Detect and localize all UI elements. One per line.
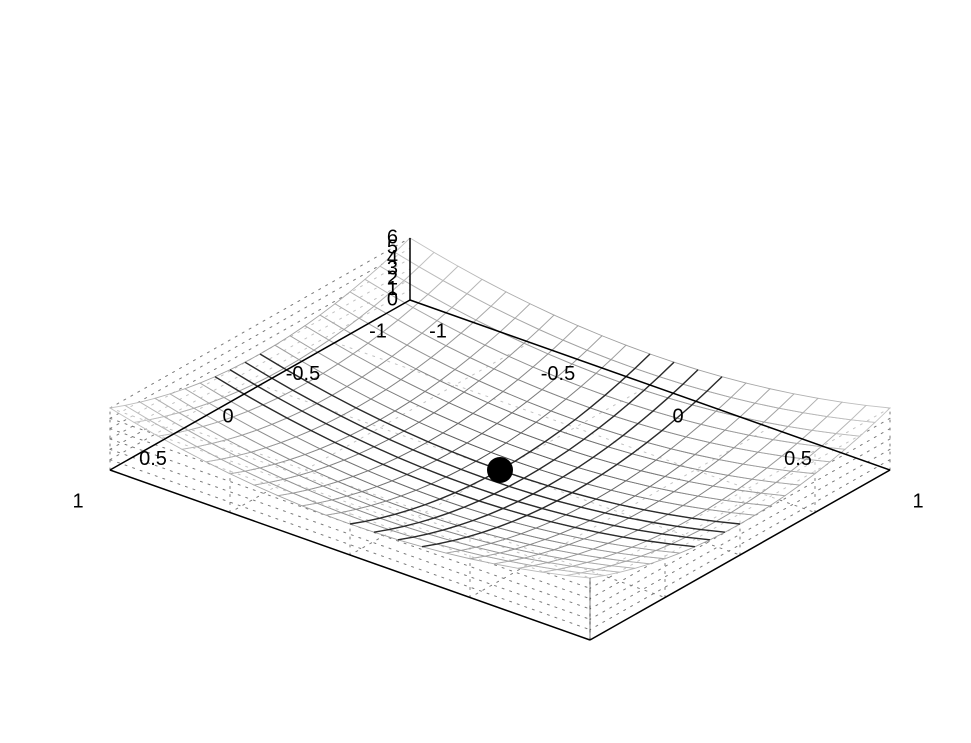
x-tick-label: -0.5	[541, 363, 575, 385]
x-tick-label: -1	[429, 320, 447, 342]
y-tick-label: -1	[369, 320, 387, 342]
y-tick-label: 0.5	[139, 448, 167, 470]
x-tick-label: 0	[672, 405, 683, 427]
x-tick-label: 0.5	[784, 448, 812, 470]
z-tick-label: 6	[387, 226, 398, 248]
x-tick-label: 1	[912, 490, 923, 512]
surface-plot-3d: 0123456-1-0.500.51-1-0.500.51	[0, 0, 971, 743]
y-tick-label: -0.5	[286, 363, 320, 385]
y-tick-label: 1	[72, 490, 83, 512]
y-tick-label: 0	[222, 405, 233, 427]
minimum-marker	[487, 457, 513, 483]
